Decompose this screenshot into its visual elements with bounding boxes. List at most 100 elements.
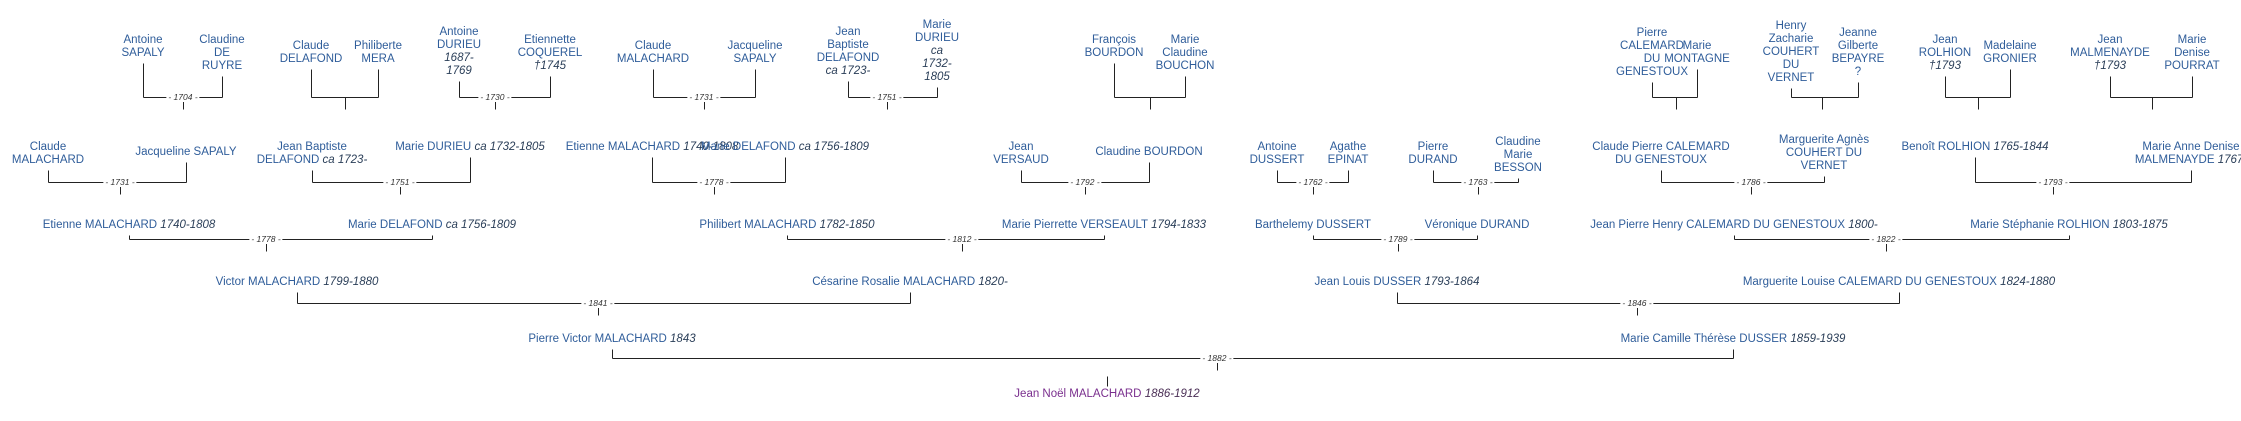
person-c2-spouse2[interactable]: Philiberte MERA — [354, 40, 402, 66]
person-c11-spouse1[interactable]: Claude MALACHARD — [12, 141, 84, 167]
person-c5-spouse1[interactable]: Jean Baptiste DELAFOND ca 1723- — [817, 26, 880, 78]
person-name-line: Antoine — [439, 26, 479, 38]
person-name-line: BESSON — [1494, 162, 1542, 174]
marriage-date: - 1762 - — [1296, 177, 1330, 187]
person-c10-spouse1[interactable]: Jean MALMENAYDE †1793 — [2070, 34, 2150, 73]
person-name-line: Marie — [1503, 149, 1533, 161]
person-name-line: Denise — [2174, 47, 2210, 59]
person-name-line: Jean Pierre Henry CALEMARD DU GENESTOUX — [1590, 219, 1846, 231]
person-c22-spouse1[interactable]: Jean Pierre Henry CALEMARD DU GENESTOUX … — [1590, 219, 1877, 232]
person-c15-spouse2[interactable]: Agathe EPINAT — [1328, 141, 1369, 167]
person-c17-spouse1[interactable]: Claude Pierre CALEMARD DU GENESTOUX — [1592, 141, 1729, 167]
person-c18-spouse1[interactable]: Benoît ROLHION 1765-1844 — [1901, 141, 2048, 154]
person-c6-spouse1[interactable]: François BOURDON — [1085, 34, 1144, 60]
person-c13-spouse1[interactable]: Etienne MALACHARD 1740-1808 — [566, 141, 739, 154]
person-c24-spouse2[interactable]: Marguerite Louise CALEMARD DU GENESTOUX … — [1743, 276, 2055, 289]
person-c23-spouse1[interactable]: Victor MALACHARD 1799-1880 — [216, 276, 379, 289]
person-c9-spouse2[interactable]: Madelaine GRONIER — [1983, 40, 2037, 66]
person-c21-spouse1[interactable]: Barthelemy DUSSERT — [1255, 219, 1371, 232]
person-name-line: BOUCHON — [1155, 60, 1215, 72]
person-c8-spouse1[interactable]: Henry Zacharie COUHERT DU VERNET — [1763, 20, 1820, 85]
person-name-line: Marie — [2177, 34, 2207, 46]
person-c25-spouse2[interactable]: Marie Camille Thérèse DUSSER 1859-1939 — [1621, 333, 1846, 346]
person-dates: ca 1723- — [825, 65, 871, 77]
person-name-line: SAPALY — [121, 47, 165, 59]
person-c15-spouse1[interactable]: Antoine DUSSERT — [1250, 141, 1305, 167]
person-name-line: COUHERT — [1762, 46, 1820, 58]
person-c9-spouse1[interactable]: Jean ROLHION †1793 — [1919, 34, 1971, 73]
person-c3-spouse1[interactable]: Antoine DURIEU 1687- 1769 — [437, 26, 481, 78]
person-c7-spouse1[interactable]: Pierre CALEMARD DU GENESTOUX — [1616, 27, 1688, 79]
person-c6-spouse2[interactable]: Marie Claudine BOUCHON — [1156, 34, 1215, 73]
person-name-line: MALACHARD — [11, 154, 85, 166]
person-name-line: Claude Pierre CALEMARD — [1592, 141, 1730, 153]
person-name-line: Claudine — [1495, 136, 1541, 148]
person-name-line: COQUEREL — [517, 47, 583, 59]
person-name-line: Zacharie — [1768, 33, 1814, 45]
person-name-line: RUYRE — [201, 60, 243, 72]
person-name-line: Jean — [835, 26, 861, 38]
person-c24-spouse1[interactable]: Jean Louis DUSSER 1793-1864 — [1315, 276, 1480, 289]
marriage-date: - 1751 - — [383, 177, 417, 187]
person-c4-spouse2[interactable]: Jacqueline SAPALY — [728, 40, 783, 66]
person-c7-spouse2[interactable]: Marie MONTAGNE — [1664, 40, 1730, 66]
person-c16-spouse1[interactable]: Pierre DURAND — [1408, 141, 1457, 167]
person-name-line: Madelaine — [1983, 40, 2037, 52]
person-c1-spouse2[interactable]: Claudine DE RUYRE — [199, 34, 244, 73]
person-dates: 1800- — [1848, 219, 1878, 231]
person-dates: 1687- — [444, 52, 474, 64]
person-name-line: DELAFOND — [256, 154, 320, 166]
person-name-line: Jean Louis DUSSER — [1314, 276, 1422, 288]
marriage-date: - 1882 - — [1200, 353, 1234, 363]
person-name-line: SAPALY — [733, 53, 777, 65]
person-dates: ca — [930, 45, 944, 57]
person-c19-spouse1[interactable]: Etienne MALACHARD 1740-1808 — [43, 219, 216, 232]
person-name-line: ROLHION — [1918, 47, 1972, 59]
person-c21-spouse2[interactable]: Véronique DURAND — [1425, 219, 1530, 232]
person-c5-spouse2[interactable]: Marie DURIEU ca 1732- 1805 — [915, 19, 959, 84]
person-c22-spouse2[interactable]: Marie Stéphanie ROLHION 1803-1875 — [1970, 219, 2168, 232]
person-c20-spouse1[interactable]: Philibert MALACHARD 1782-1850 — [699, 219, 874, 232]
person-c12-spouse2[interactable]: Marie DURIEU ca 1732-1805 — [395, 141, 545, 154]
person-c14-spouse1[interactable]: Jean VERSAUD — [993, 141, 1049, 167]
person-name-line: GENESTOUX — [1616, 66, 1688, 78]
person-name-line: Jacqueline SAPALY — [135, 146, 237, 158]
person-c19-spouse2[interactable]: Marie DELAFOND ca 1756-1809 — [348, 219, 516, 232]
person-c10-spouse2[interactable]: Marie Denise POURRAT — [2164, 34, 2219, 73]
person-c25-spouse1[interactable]: Pierre Victor MALACHARD 1843 — [528, 333, 695, 346]
person-c3-spouse2[interactable]: Etiennette COQUEREL †1745 — [518, 34, 583, 73]
person-name-line: Jean — [1008, 141, 1034, 153]
person-dates: 1740-1808 — [160, 219, 216, 231]
person-dates: 1824-1880 — [2000, 276, 2056, 288]
person-c11-spouse2[interactable]: Jacqueline SAPALY — [135, 146, 236, 159]
person-c2-spouse1[interactable]: Claude DELAFOND — [280, 40, 343, 66]
person-c8-spouse2[interactable]: Jeanne Gilberte BEPAYRE? — [1832, 27, 1885, 79]
person-name-line: Barthelemy DUSSERT — [1254, 219, 1372, 231]
person-c14-spouse2[interactable]: Claudine BOURDON — [1095, 146, 1202, 159]
person-name-line: DU — [1782, 59, 1800, 71]
marriage-date: - 1778 - — [249, 234, 283, 244]
person-name-line: Marie Stéphanie ROLHION — [1970, 219, 2110, 231]
person-dates: 1886-1912 — [1144, 388, 1200, 400]
person-name-line: Philiberte — [354, 40, 402, 52]
person-dates: 1769 — [446, 65, 472, 77]
person-c13-spouse2[interactable]: Marie DELAFOND ca 1756-1809 — [701, 141, 869, 154]
person-name-line: MALACHARD — [616, 53, 690, 65]
person-c1-spouse1[interactable]: Antoine SAPALY — [121, 34, 164, 60]
person-dates: ca 1723- — [322, 154, 368, 166]
person-c12-spouse1[interactable]: Jean Baptiste DELAFOND ca 1723- — [257, 141, 368, 167]
person-c17-spouse2[interactable]: Marguerite Agnès COUHERT DU VERNET — [1779, 134, 1869, 173]
person-name-line: Jean — [2097, 34, 2123, 46]
root-person[interactable]: Jean Noël MALACHARD 1886-1912 — [1014, 388, 1199, 401]
person-name-line: VERNET — [1767, 72, 1815, 84]
person-c4-spouse1[interactable]: Claude MALACHARD — [617, 40, 689, 66]
person-c16-spouse2[interactable]: Claudine Marie BESSON — [1494, 136, 1542, 175]
person-dates: 1767- — [2217, 154, 2241, 166]
person-name-line: Antoine — [123, 34, 163, 46]
marriage-date: - 1846 - — [1620, 298, 1654, 308]
person-c20-spouse2[interactable]: Marie Pierrette VERSEAULT 1794-1833 — [1002, 219, 1206, 232]
person-name-line: Gilberte — [1837, 40, 1879, 52]
person-c23-spouse2[interactable]: Césarine Rosalie MALACHARD 1820- — [812, 276, 1008, 289]
person-name-line: MONTAGNE — [1664, 53, 1730, 65]
